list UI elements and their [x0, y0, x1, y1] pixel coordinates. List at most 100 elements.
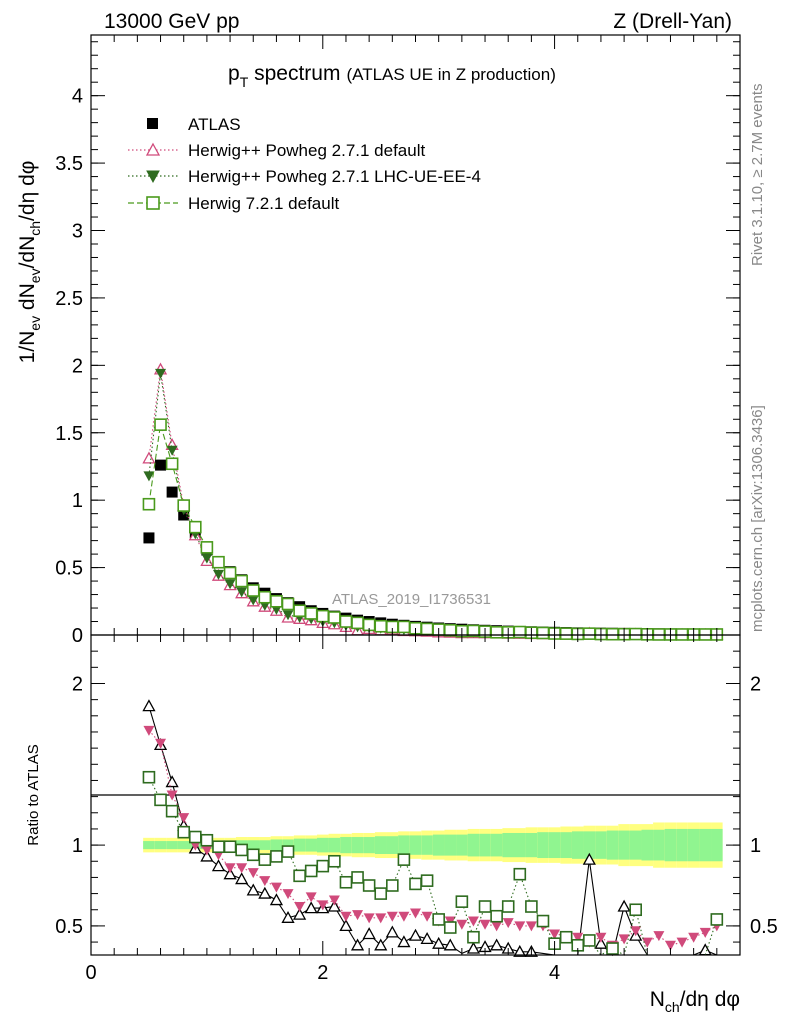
band-inner-segment — [467, 833, 480, 857]
legend-marker-powheg-default — [145, 142, 161, 156]
band-inner-segment — [629, 830, 642, 860]
data-point-herwig-powheg-2-7-1-lhc-ue-ee-4 — [641, 937, 653, 948]
data-point-herwig-powheg-2-7-1-default — [490, 938, 504, 951]
data-point-herwig-powheg-2-7-1-lhc-ue-ee-4 — [212, 569, 224, 580]
data-point-herwig-7-2-1-default — [339, 615, 353, 628]
data-point-herwig-7-2-1-default — [339, 875, 353, 889]
band-inner-segment — [177, 841, 190, 850]
rivet-label: Rivet 3.1.10, ≥ 2.7M events — [749, 84, 766, 267]
data-point-herwig-7-2-1-default — [270, 594, 283, 608]
series-herwig-powheg-2-7-1-default — [142, 699, 718, 957]
ratio-y-tick-label-right: 2 — [750, 673, 761, 695]
data-point-herwig-powheg-2-7-1-default — [327, 899, 341, 912]
data-point-herwig-powheg-2-7-1-lhc-ue-ee-4 — [236, 587, 248, 598]
data-point-herwig-powheg-2-7-1-lhc-ue-ee-4 — [514, 921, 526, 932]
band-inner-segment — [595, 831, 607, 859]
data-point-herwig-powheg-2-7-1-default — [420, 931, 434, 944]
data-point-herwig-7-2-1-default — [189, 520, 202, 534]
data-point-herwig-powheg-2-7-1-lhc-ue-ee-4 — [664, 940, 676, 951]
data-point-herwig-powheg-2-7-1-lhc-ue-ee-4 — [386, 911, 398, 922]
data-point-herwig-powheg-2-7-1-lhc-ue-ee-4 — [525, 921, 537, 932]
band-inner-segment — [444, 834, 457, 856]
data-point-herwig-powheg-2-7-1-default — [617, 899, 631, 912]
band-inner-segment — [653, 829, 665, 861]
band-inner-segment — [363, 837, 375, 854]
data-point-herwig-powheg-2-7-1-lhc-ue-ee-4 — [143, 725, 155, 736]
ratio-xlabel: Nch/dη dφ — [650, 988, 740, 1015]
legend-marker-powheg-ee4 — [146, 170, 160, 184]
band-inner-segment — [340, 837, 352, 854]
ratio-y-tick-label-right: 1 — [750, 835, 761, 857]
data-point-herwig-powheg-2-7-1-lhc-ue-ee-4 — [270, 882, 282, 893]
data-point-herwig-powheg-2-7-1-lhc-ue-ee-4 — [201, 553, 213, 564]
ratio-y-tick-label: 1 — [72, 835, 83, 857]
data-point-herwig-7-2-1-default — [432, 913, 445, 926]
data-point-herwig-powheg-2-7-1-default — [281, 910, 295, 923]
x-tick-label: 4 — [549, 962, 560, 984]
band-inner-segment — [537, 832, 549, 859]
data-point-herwig-7-2-1-default — [293, 869, 306, 883]
data-point-herwig-7-2-1-default — [142, 497, 156, 511]
data-point-herwig-powheg-2-7-1-default — [350, 938, 365, 951]
data-point-herwig-powheg-2-7-1-lhc-ue-ee-4 — [352, 910, 364, 921]
ylabel-sub: ev — [27, 268, 43, 283]
data-point-herwig-7-2-1-default — [583, 934, 596, 947]
title-note: (ATLAS UE in Z production) — [346, 65, 555, 84]
data-point-herwig-7-2-1-default — [513, 867, 527, 881]
data-point-herwig-7-2-1-default — [304, 607, 318, 620]
band-inner-segment — [525, 832, 538, 858]
data-point-herwig-7-2-1-default — [316, 609, 330, 623]
data-point-herwig-powheg-2-7-1-lhc-ue-ee-4 — [166, 445, 178, 456]
xlabel-sub: ch — [665, 999, 680, 1015]
data-point-herwig-7-2-1-default — [397, 853, 411, 866]
data-point-herwig-7-2-1-default — [328, 854, 341, 868]
data-point-herwig-powheg-2-7-1-lhc-ue-ee-4 — [491, 921, 503, 932]
data-point-herwig-powheg-2-7-1-default — [293, 907, 307, 920]
series-atlas — [143, 459, 723, 640]
data-point-herwig-7-2-1-default — [583, 627, 596, 640]
y-tick-label: 1.5 — [55, 423, 83, 445]
ratio-y-tick-label: 0.5 — [55, 916, 83, 938]
ratio-uncertainty-band — [143, 822, 723, 868]
data-point-herwig-7-2-1-default — [281, 597, 295, 611]
data-point-herwig-powheg-2-7-1-default — [397, 935, 411, 948]
data-point-herwig-powheg-2-7-1-lhc-ue-ee-4 — [572, 932, 584, 943]
data-point-herwig-powheg-2-7-1-default — [408, 928, 423, 941]
band-inner-segment — [432, 834, 445, 856]
data-point-herwig-7-2-1-default — [513, 625, 527, 639]
x-tick-label: 2 — [317, 962, 328, 984]
band-inner-segment — [583, 831, 596, 859]
data-point-herwig-powheg-2-7-1-default — [258, 886, 272, 899]
data-point-herwig-powheg-2-7-1-lhc-ue-ee-4 — [410, 908, 421, 919]
data-point-herwig-powheg-2-7-1-lhc-ue-ee-4 — [699, 927, 711, 938]
data-point-herwig-7-2-1-default — [490, 909, 503, 923]
band-inner-segment — [247, 840, 260, 850]
data-point-herwig-7-2-1-default — [281, 845, 295, 858]
data-point-herwig-powheg-2-7-1-lhc-ue-ee-4 — [456, 919, 468, 930]
data-point-herwig-7-2-1-default — [501, 900, 515, 913]
data-point-herwig-powheg-2-7-1-default — [246, 883, 260, 896]
data-point-herwig-7-2-1-default — [443, 921, 457, 934]
data-point-herwig-powheg-2-7-1-lhc-ue-ee-4 — [236, 863, 248, 874]
ratio-y-tick-label-right: 0.5 — [750, 916, 778, 938]
data-point-herwig-powheg-2-7-1-lhc-ue-ee-4 — [479, 919, 491, 930]
band-inner-segment — [618, 830, 630, 860]
data-point-herwig-7-2-1-default — [559, 930, 573, 944]
band-inner-segment — [676, 828, 688, 862]
data-point-herwig-powheg-2-7-1-lhc-ue-ee-4 — [143, 471, 155, 482]
data-point-herwig-powheg-2-7-1-default — [304, 901, 318, 914]
legend-item-atlas: ATLAS — [147, 115, 241, 134]
data-point-herwig-7-2-1-default — [397, 620, 411, 634]
data-point-herwig-7-2-1-default — [467, 930, 480, 944]
legend-label: Herwig++ Powheg 2.7.1 default — [188, 141, 425, 160]
band-inner-segment — [316, 837, 329, 853]
data-point-herwig-7-2-1-default — [189, 830, 202, 844]
data-point-herwig-powheg-2-7-1-default — [582, 852, 596, 865]
data-point-herwig-powheg-2-7-1-lhc-ue-ee-4 — [166, 790, 178, 801]
data-point-herwig-7-2-1-default — [316, 859, 330, 873]
x-tick-label: 0 — [85, 962, 96, 984]
data-point-herwig-powheg-2-7-1-lhc-ue-ee-4 — [595, 932, 607, 943]
legend-item-powheg-default: Herwig++ Powheg 2.7.1 default — [128, 141, 425, 160]
data-point-herwig-7-2-1-default — [629, 627, 642, 641]
data-point-herwig-7-2-1-default — [420, 874, 434, 887]
